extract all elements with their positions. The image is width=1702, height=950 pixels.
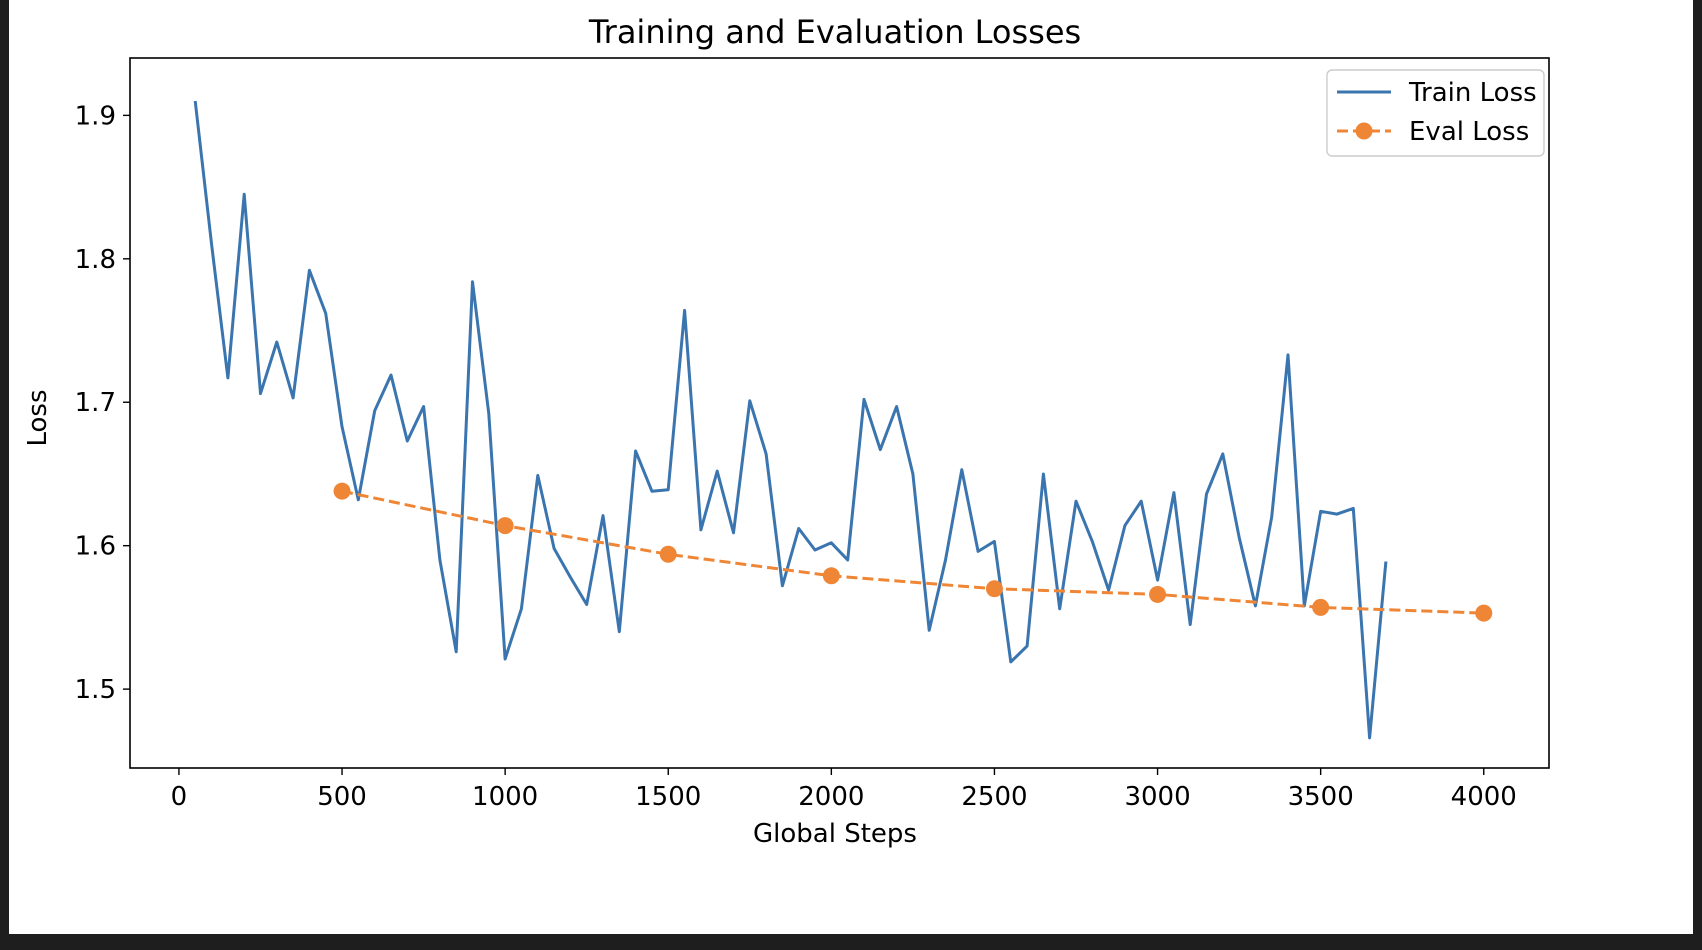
x-tick-label: 500 <box>317 782 367 812</box>
x-tick-label: 4000 <box>1451 782 1517 812</box>
eval-loss-point <box>496 517 514 535</box>
x-tick-label: 2500 <box>961 782 1027 812</box>
legend: Train Loss Eval Loss <box>1326 69 1545 157</box>
y-axis-label: Loss <box>23 389 53 446</box>
eval-loss-line <box>341 489 1484 615</box>
legend-eval-loss-label: Eval Loss <box>1409 117 1529 147</box>
loss-chart: Training and Evaluation Losses 0 500 1000 1… <box>23 13 1550 849</box>
x-axis-label: Global Steps <box>753 819 917 849</box>
eval-loss-point <box>985 580 1003 598</box>
eval-loss-point <box>1149 585 1167 603</box>
x-tick-label: 2000 <box>798 782 864 812</box>
eval-loss-point <box>659 545 677 563</box>
y-tick-label: 1.9 <box>75 101 116 131</box>
eval-loss-point <box>333 482 351 500</box>
plot-area: 0 500 1000 1500 2000 2500 3000 3500 4000 1.5 1.6 1.… <box>75 57 1550 812</box>
y-tick-label: 1.7 <box>75 388 116 418</box>
eval-loss-point <box>1475 604 1493 622</box>
x-tick-label: 1500 <box>635 782 701 812</box>
axes-frame <box>129 57 1550 769</box>
y-tick-label: 1.5 <box>75 675 116 705</box>
x-tick-label: 3500 <box>1288 782 1354 812</box>
x-tick-label: 1000 <box>472 782 538 812</box>
x-tick-label: 3000 <box>1124 782 1190 812</box>
eval-loss-point <box>822 567 840 585</box>
x-tick-label: 0 <box>171 782 188 812</box>
y-tick-label: 1.6 <box>75 532 116 562</box>
legend-eval-loss-marker <box>1355 122 1373 140</box>
chart-title: Training and Evaluation Losses <box>588 13 1081 51</box>
eval-loss-point <box>1312 598 1330 616</box>
y-tick-label: 1.8 <box>75 245 116 275</box>
legend-train-loss-label: Train Loss <box>1408 78 1537 108</box>
chart-figure: Training and Evaluation Losses 0 500 1000 1… <box>9 0 1693 934</box>
train-loss-line <box>193 100 1388 740</box>
